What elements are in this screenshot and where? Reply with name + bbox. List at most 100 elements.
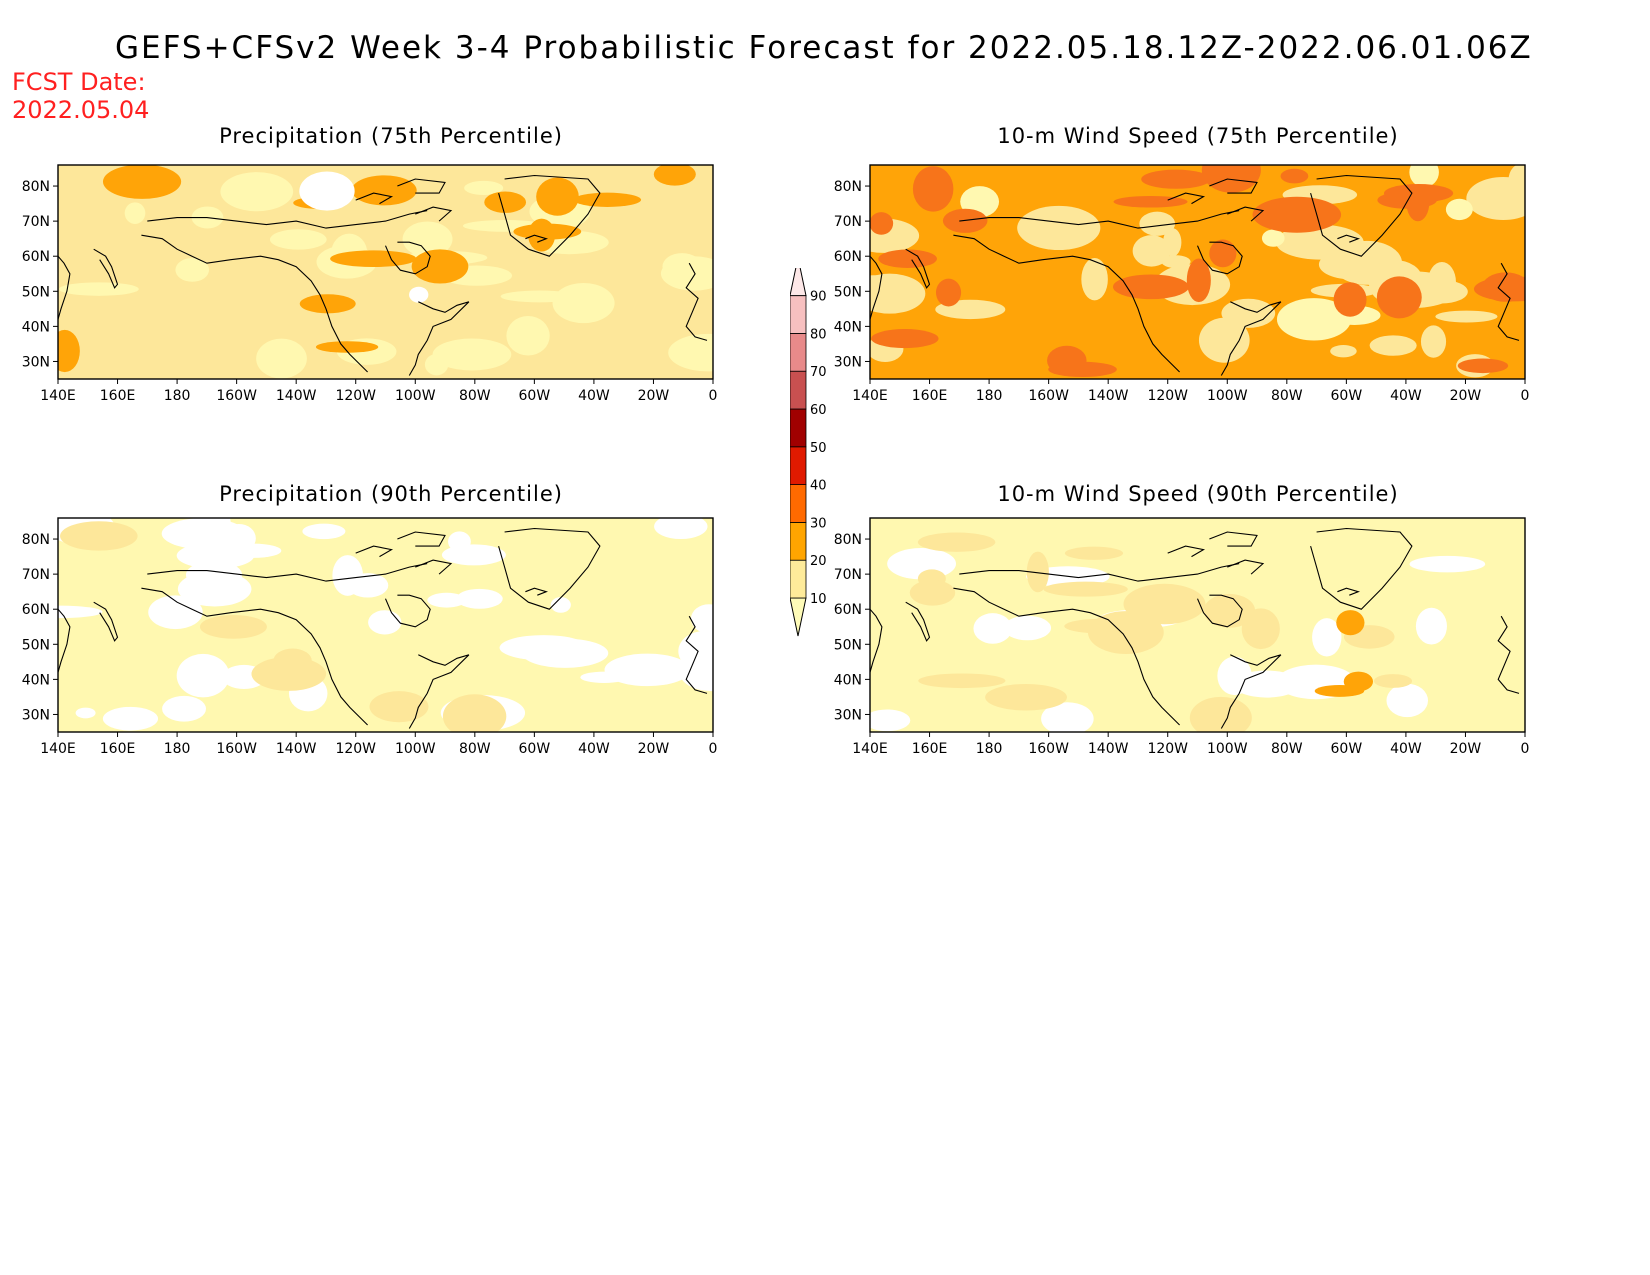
x-tick-label: 140E xyxy=(40,741,76,757)
x-tick-label: 120W xyxy=(1147,741,1188,757)
shading-patch xyxy=(409,286,429,303)
map-frame xyxy=(57,164,714,380)
x-tick-label: 160W xyxy=(1028,388,1069,404)
shading-patch xyxy=(500,290,579,303)
coastline xyxy=(1227,206,1265,222)
coastline xyxy=(1167,545,1206,558)
shading-patch xyxy=(654,518,708,540)
colorbar-label: 30 xyxy=(810,516,827,531)
shading-patch xyxy=(427,592,466,608)
shading-patch xyxy=(1369,335,1417,356)
coastline xyxy=(959,563,1240,582)
shading-patch xyxy=(256,338,307,379)
colorbar-label: 80 xyxy=(810,327,827,342)
coastline xyxy=(498,174,601,257)
coastline xyxy=(1209,178,1258,194)
colorbar: 10 20 30 40 50 60 70 80 90 xyxy=(790,268,827,637)
y-tick-label: 80N xyxy=(22,179,50,195)
map-precip90: 140E 160E 180 160W 140W 120W 100W 80W 60W 40W 20W 0… xyxy=(22,517,717,757)
shading-patch xyxy=(199,614,267,639)
shading-patch xyxy=(402,221,453,257)
x-tick-label: 120W xyxy=(1147,388,1188,404)
coastline xyxy=(905,248,931,289)
map-wind90: 140E 160E 180 160W 140W 120W 100W 80W 60W 40W 20W 0… xyxy=(834,517,1529,757)
coastline xyxy=(1337,234,1361,243)
colorbar-label: 20 xyxy=(810,554,827,569)
shading-patch xyxy=(912,166,954,212)
coastline xyxy=(384,594,431,628)
x-tick-label: 140W xyxy=(276,388,317,404)
y-tick-label: 80N xyxy=(834,179,862,195)
x-tick-label: 100W xyxy=(1207,741,1248,757)
coastline xyxy=(1167,192,1206,205)
shading-patch xyxy=(1386,683,1429,718)
shading-patch xyxy=(1081,257,1108,301)
shading-patch xyxy=(690,604,713,634)
y-tick-label: 50N xyxy=(834,284,862,300)
shading-patch xyxy=(175,258,210,282)
y-tick-label: 60N xyxy=(22,602,50,618)
coastline xyxy=(498,527,601,610)
coastline xyxy=(384,241,431,275)
shading-patch xyxy=(1457,358,1509,374)
coastline xyxy=(141,587,368,726)
x-tick-label: 180 xyxy=(164,388,191,404)
shading-patch xyxy=(269,229,327,250)
shading-patch xyxy=(1376,276,1422,319)
x-tick-label: 140W xyxy=(1088,388,1129,404)
shading-patch xyxy=(1043,581,1128,597)
shading-patch xyxy=(432,338,512,371)
shading-patch xyxy=(1343,671,1374,692)
shading-patch xyxy=(351,175,417,206)
y-tick-label: 60N xyxy=(834,249,862,265)
shading-layer xyxy=(58,165,713,379)
coastline xyxy=(1497,615,1520,694)
shading-patch xyxy=(1189,696,1252,732)
shading-patch xyxy=(1383,184,1454,203)
shading-patch xyxy=(878,249,937,269)
map-frame xyxy=(869,164,1526,380)
x-tick-label: 100W xyxy=(395,388,436,404)
shading-patch xyxy=(368,610,402,635)
shading-patch xyxy=(442,694,507,732)
coastline xyxy=(147,210,428,229)
shading-patch xyxy=(1003,615,1052,641)
shading-patch xyxy=(1312,618,1342,657)
x-tick-label: 160E xyxy=(100,741,136,757)
shading-patch xyxy=(1217,656,1252,696)
coastline xyxy=(1310,174,1413,257)
shading-patch xyxy=(1330,344,1357,358)
shading-patch xyxy=(148,595,203,630)
shading-layer xyxy=(870,165,1525,379)
forecast-date-label: FCST Date: xyxy=(12,68,146,96)
shading-patch xyxy=(161,518,246,550)
coastline xyxy=(905,601,931,642)
shading-patch xyxy=(1132,235,1171,267)
colorbar-segment xyxy=(790,521,807,561)
coastline xyxy=(1220,654,1282,729)
shading-patch xyxy=(299,294,356,314)
colorbar-label: 10 xyxy=(810,592,827,607)
shading-patch xyxy=(484,191,527,213)
coastline xyxy=(525,587,549,596)
shading-patch xyxy=(653,165,696,186)
shading-layer xyxy=(870,518,1525,732)
shading-patch xyxy=(176,653,230,698)
shading-patch xyxy=(1276,298,1352,341)
shading-patch xyxy=(1198,317,1250,363)
shading-patch xyxy=(870,709,911,732)
panel-title-precip75: Precipitation (75th Percentile) xyxy=(219,124,563,148)
x-tick-label: 40W xyxy=(1390,388,1422,404)
shading-patch xyxy=(1064,546,1124,560)
x-tick-label: 140W xyxy=(1088,741,1129,757)
shading-patch xyxy=(917,532,996,552)
shading-patch xyxy=(124,202,146,224)
x-tick-label: 120W xyxy=(335,388,376,404)
x-tick-label: 20W xyxy=(638,741,670,757)
x-tick-label: 180 xyxy=(164,741,191,757)
x-tick-label: 140W xyxy=(276,741,317,757)
coastline xyxy=(397,178,446,194)
shading-patch xyxy=(1261,229,1285,247)
coastline xyxy=(397,531,446,547)
shading-patch xyxy=(668,333,713,372)
